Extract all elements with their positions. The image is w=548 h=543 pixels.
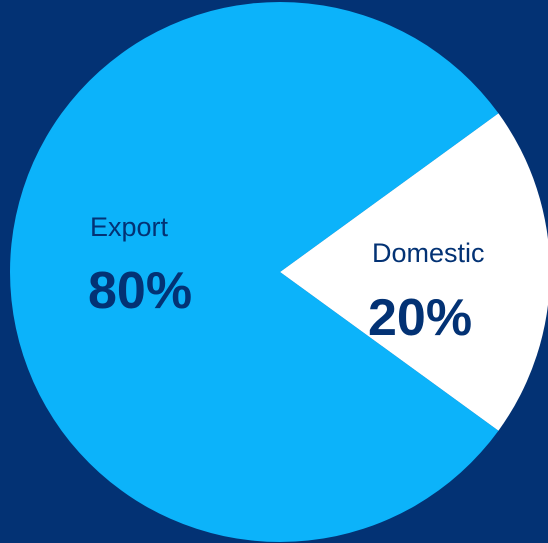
pie-slices [10, 1, 548, 542]
export-label: Export [90, 212, 169, 242]
pie-slice-domestic [280, 113, 548, 431]
domestic-percentage: 20% [368, 289, 472, 347]
export-percentage: 80% [88, 262, 192, 320]
domestic-label: Domestic [372, 238, 485, 268]
pie-slice-export [10, 1, 499, 542]
